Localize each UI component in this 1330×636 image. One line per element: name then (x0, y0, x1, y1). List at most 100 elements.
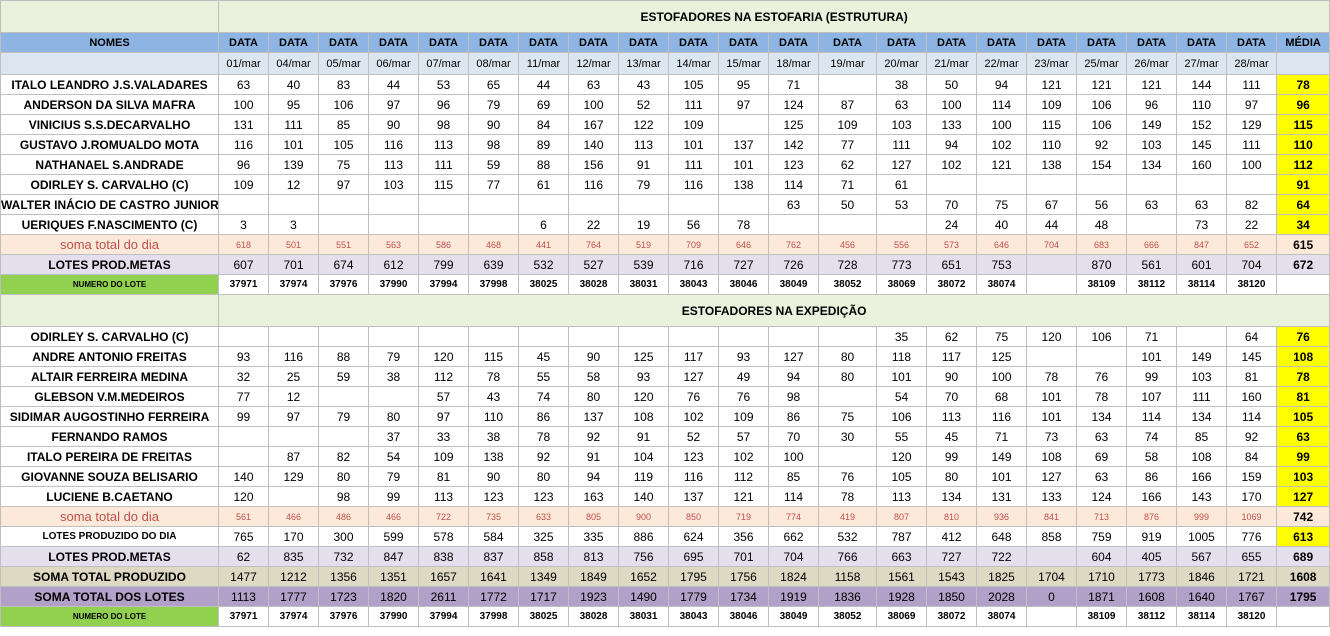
value-cell[interactable]: 1820 (368, 586, 419, 607)
value-cell[interactable]: 38112 (1126, 274, 1177, 295)
value-cell[interactable]: 35 (876, 326, 927, 347)
media-cell[interactable]: 81 (1275, 386, 1330, 407)
value-cell[interactable]: 91 (618, 426, 669, 447)
value-cell[interactable]: 92 (568, 426, 619, 447)
value-cell[interactable]: 563 (368, 234, 419, 255)
value-cell[interactable]: 356 (718, 526, 769, 547)
value-cell[interactable]: 33 (418, 426, 469, 447)
value-cell[interactable]: 1767 (1226, 586, 1277, 607)
value-cell[interactable]: 24 (926, 214, 977, 235)
value-cell[interactable]: 131 (218, 114, 269, 135)
value-cell[interactable] (1026, 174, 1077, 195)
media-cell[interactable]: 112 (1275, 154, 1330, 175)
value-cell[interactable]: 100 (218, 94, 269, 115)
value-cell[interactable]: 97 (1226, 94, 1277, 115)
value-cell[interactable]: 599 (368, 526, 419, 547)
value-cell[interactable]: 646 (976, 234, 1027, 255)
value-cell[interactable]: 37998 (468, 606, 519, 627)
value-cell[interactable]: 100 (568, 94, 619, 115)
value-cell[interactable]: 722 (418, 506, 469, 527)
value-cell[interactable]: 57 (418, 386, 469, 407)
value-cell[interactable]: 163 (568, 486, 619, 507)
value-cell[interactable]: 99 (368, 486, 419, 507)
value-cell[interactable]: 116 (218, 134, 269, 155)
value-cell[interactable]: 936 (976, 506, 1027, 527)
value-cell[interactable]: 44 (368, 74, 419, 95)
value-cell[interactable]: 1795 (668, 566, 719, 587)
value-cell[interactable]: 101 (668, 134, 719, 155)
value-cell[interactable] (318, 194, 369, 215)
value-cell[interactable]: 90 (926, 366, 977, 387)
date-cell[interactable]: 13/mar (618, 52, 669, 75)
value-cell[interactable]: 1543 (926, 566, 977, 587)
media-cell[interactable]: 1795 (1275, 586, 1330, 607)
value-cell[interactable]: 100 (976, 366, 1027, 387)
value-cell[interactable]: 111 (1226, 74, 1277, 95)
value-cell[interactable]: 68 (976, 386, 1027, 407)
value-cell[interactable]: 639 (468, 254, 519, 275)
value-cell[interactable]: 756 (618, 546, 669, 567)
value-cell[interactable]: 102 (976, 134, 1027, 155)
section-title[interactable]: ESTOFADORES NA ESTOFARIA (ESTRUTURA) (217, 0, 1330, 33)
value-cell[interactable] (568, 326, 619, 347)
value-cell[interactable]: 117 (926, 346, 977, 367)
value-cell[interactable] (1026, 346, 1077, 367)
value-cell[interactable]: 111 (1176, 386, 1227, 407)
value-cell[interactable]: 74 (1126, 426, 1177, 447)
value-cell[interactable]: 87 (268, 446, 319, 467)
value-cell[interactable]: 134 (1176, 406, 1227, 427)
value-cell[interactable]: 419 (818, 506, 877, 527)
value-cell[interactable]: 76 (668, 386, 719, 407)
date-media-blank[interactable] (1275, 52, 1330, 75)
value-cell[interactable]: 96 (418, 94, 469, 115)
value-cell[interactable]: 466 (368, 506, 419, 527)
value-cell[interactable] (218, 446, 269, 467)
value-cell[interactable] (318, 426, 369, 447)
value-cell[interactable]: 85 (768, 466, 819, 487)
value-cell[interactable]: 1113 (218, 586, 269, 607)
value-cell[interactable]: 1825 (976, 566, 1027, 587)
value-cell[interactable]: 486 (318, 506, 369, 527)
value-cell[interactable]: 838 (418, 546, 469, 567)
value-cell[interactable]: 114 (1226, 406, 1277, 427)
media-cell[interactable]: 105 (1275, 406, 1330, 427)
value-cell[interactable] (368, 386, 419, 407)
value-cell[interactable] (976, 174, 1027, 195)
value-cell[interactable]: 117 (668, 346, 719, 367)
value-cell[interactable]: 100 (926, 94, 977, 115)
value-cell[interactable]: 38049 (768, 274, 819, 295)
value-cell[interactable]: 100 (1226, 154, 1277, 175)
value-cell[interactable]: 91 (568, 446, 619, 467)
value-cell[interactable]: 63 (768, 194, 819, 215)
value-cell[interactable]: 835 (268, 546, 319, 567)
value-cell[interactable]: 114 (768, 486, 819, 507)
value-cell[interactable]: 120 (618, 386, 669, 407)
value-cell[interactable]: 858 (1026, 526, 1077, 547)
value-cell[interactable]: 80 (368, 406, 419, 427)
value-cell[interactable]: 120 (418, 346, 469, 367)
value-cell[interactable]: 37974 (268, 274, 319, 295)
value-cell[interactable]: 90 (368, 114, 419, 135)
value-cell[interactable]: 80 (818, 366, 877, 387)
value-cell[interactable]: 63 (876, 94, 927, 115)
header-data[interactable]: DATA (618, 32, 669, 53)
date-cell[interactable]: 07/mar (418, 52, 469, 75)
date-cell[interactable]: 05/mar (318, 52, 369, 75)
value-cell[interactable]: 97 (718, 94, 769, 115)
value-cell[interactable]: 103 (1126, 134, 1177, 155)
value-cell[interactable]: 71 (1126, 326, 1177, 347)
row-name[interactable]: ODIRLEY S. CARVALHO (C) (0, 326, 219, 347)
value-cell[interactable]: 701 (268, 254, 319, 275)
value-cell[interactable]: 1923 (568, 586, 619, 607)
value-cell[interactable]: 104 (618, 446, 669, 467)
value-cell[interactable]: 578 (418, 526, 469, 547)
value-cell[interactable] (518, 194, 569, 215)
value-cell[interactable]: 170 (1226, 486, 1277, 507)
value-cell[interactable]: 79 (618, 174, 669, 195)
value-cell[interactable]: 55 (876, 426, 927, 447)
value-cell[interactable]: 40 (268, 74, 319, 95)
value-cell[interactable]: 110 (1176, 94, 1227, 115)
value-cell[interactable]: 762 (768, 234, 819, 255)
value-cell[interactable] (1076, 174, 1127, 195)
value-cell[interactable] (1126, 174, 1177, 195)
